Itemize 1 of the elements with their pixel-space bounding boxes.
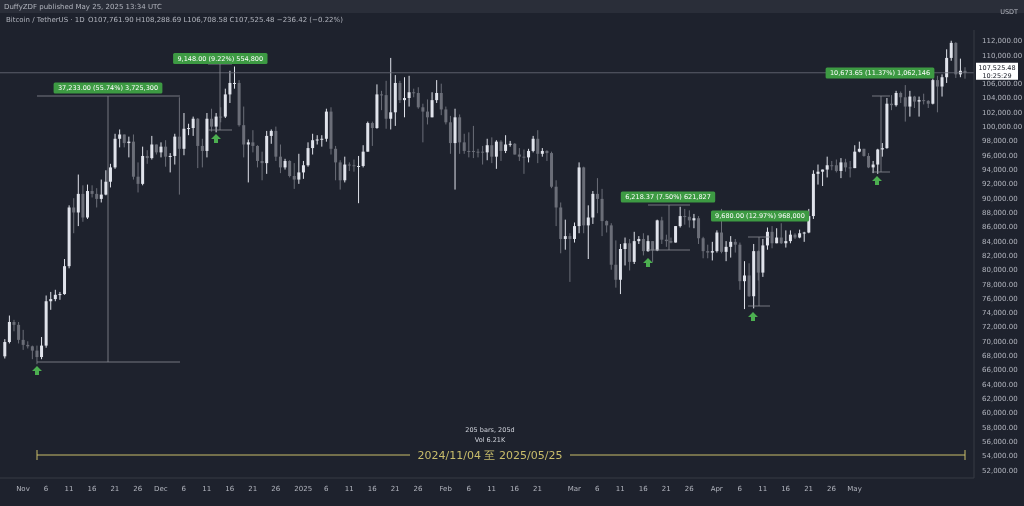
annotation: 2024/11/04 至 2025/05/25 <box>417 449 563 462</box>
